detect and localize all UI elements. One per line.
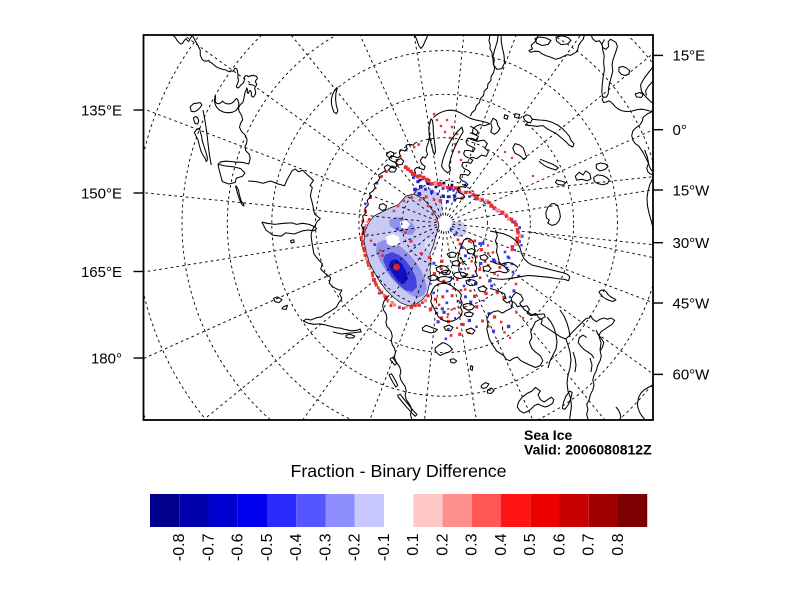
svg-text:150°E: 150°E [81,185,122,202]
svg-text:-0.7: -0.7 [200,533,217,561]
svg-text:Sea Ice: Sea Ice [524,427,572,443]
svg-text:0.5: 0.5 [522,533,539,555]
svg-text:-0.5: -0.5 [259,533,276,561]
svg-text:15°W: 15°W [673,182,711,199]
svg-text:0.1: 0.1 [405,533,422,555]
svg-text:Valid: 2006080812Z: Valid: 2006080812Z [524,442,652,458]
svg-text:30°W: 30°W [673,235,711,252]
svg-text:-0.2: -0.2 [347,533,364,561]
svg-text:-0.4: -0.4 [288,533,305,561]
svg-text:15°E: 15°E [673,48,706,65]
svg-text:-0.3: -0.3 [317,533,334,561]
svg-text:0.6: 0.6 [551,533,568,555]
svg-text:45°W: 45°W [673,295,711,312]
svg-text:0.8: 0.8 [610,533,627,555]
svg-text:-0.6: -0.6 [230,533,247,561]
svg-text:0.4: 0.4 [493,533,510,555]
svg-text:0.7: 0.7 [581,533,598,555]
svg-text:0.2: 0.2 [434,533,451,555]
svg-text:0.3: 0.3 [464,533,481,555]
svg-text:-0.8: -0.8 [171,533,188,561]
svg-text:60°W: 60°W [673,367,711,384]
svg-text:180°: 180° [91,350,122,367]
svg-text:-0.1: -0.1 [376,533,393,561]
svg-text:Fraction - Binary Difference: Fraction - Binary Difference [290,461,506,481]
svg-text:135°E: 135°E [81,102,122,119]
svg-text:165°E: 165°E [81,264,122,281]
svg-text:0°: 0° [673,122,687,139]
